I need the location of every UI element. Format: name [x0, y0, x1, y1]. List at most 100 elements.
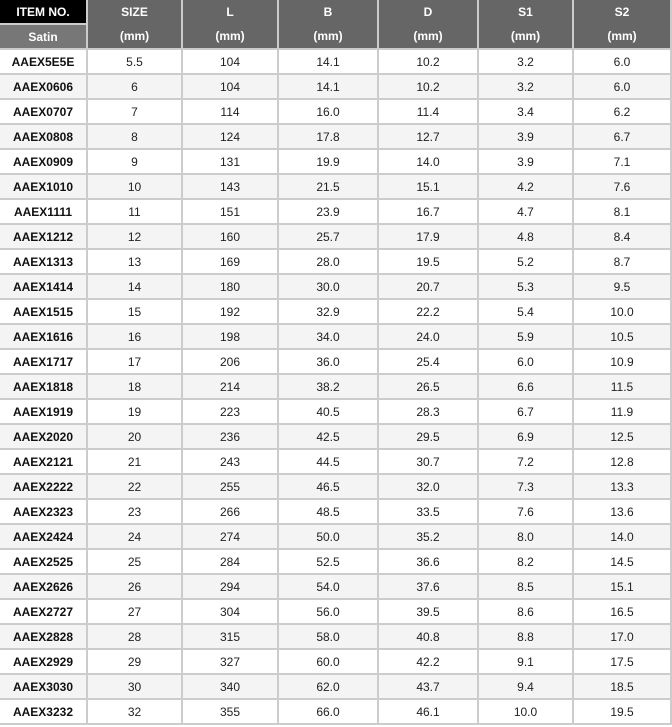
column-header-s2: S2 (mm) — [574, 0, 672, 50]
value-cell: 14.5 — [574, 550, 672, 575]
table-row: AAEX2626 26 294 54.0 37.6 8.5 15.1 — [0, 575, 672, 600]
table-row: AAEX1616 16 198 34.0 24.0 5.9 10.5 — [0, 325, 672, 350]
value-cell: 284 — [183, 550, 279, 575]
column-name: L — [226, 5, 234, 19]
value-cell: 12.7 — [379, 125, 479, 150]
value-cell: 104 — [183, 75, 279, 100]
value-cell: 266 — [183, 500, 279, 525]
value-cell: 15.1 — [379, 175, 479, 200]
value-cell: 17.9 — [379, 225, 479, 250]
table-row: AAEX1111 11 151 23.9 16.7 4.7 8.1 — [0, 200, 672, 225]
item-code-cell: AAEX0808 — [0, 125, 88, 150]
table-row: AAEX3030 30 340 62.0 43.7 9.4 18.5 — [0, 675, 672, 700]
item-code-cell: AAEX1616 — [0, 325, 88, 350]
value-cell: 192 — [183, 300, 279, 325]
value-cell: 25.4 — [379, 350, 479, 375]
value-cell: 6.9 — [479, 425, 574, 450]
value-cell: 30.0 — [279, 275, 379, 300]
value-cell: 11.9 — [574, 400, 672, 425]
value-cell: 5.5 — [88, 50, 183, 75]
column-unit: (mm) — [413, 29, 443, 43]
value-cell: 36.0 — [279, 350, 379, 375]
column-unit: (mm) — [313, 29, 343, 43]
column-name: B — [323, 5, 333, 19]
value-cell: 6 — [88, 75, 183, 100]
value-cell: 18 — [88, 375, 183, 400]
value-cell: 32.9 — [279, 300, 379, 325]
value-cell: 24.0 — [379, 325, 479, 350]
value-cell: 7.2 — [479, 450, 574, 475]
item-code-cell: AAEX1919 — [0, 400, 88, 425]
value-cell: 10 — [88, 175, 183, 200]
value-cell: 33.5 — [379, 500, 479, 525]
value-cell: 327 — [183, 650, 279, 675]
table-row: AAEX1313 13 169 28.0 19.5 5.2 8.7 — [0, 250, 672, 275]
value-cell: 3.9 — [479, 150, 574, 175]
value-cell: 48.5 — [279, 500, 379, 525]
item-code-cell: AAEX1212 — [0, 225, 88, 250]
value-cell: 20 — [88, 425, 183, 450]
table-row: AAEX2323 23 266 48.5 33.5 7.6 13.6 — [0, 500, 672, 525]
value-cell: 315 — [183, 625, 279, 650]
value-cell: 198 — [183, 325, 279, 350]
value-cell: 21.5 — [279, 175, 379, 200]
item-code-cell: AAEX2828 — [0, 625, 88, 650]
table-row: AAEX2121 21 243 44.5 30.7 7.2 12.8 — [0, 450, 672, 475]
item-code-cell: AAEX1313 — [0, 250, 88, 275]
value-cell: 14 — [88, 275, 183, 300]
value-cell: 8.1 — [574, 200, 672, 225]
column-header-l: L (mm) — [183, 0, 279, 50]
item-code-cell: AAEX0606 — [0, 75, 88, 100]
value-cell: 44.5 — [279, 450, 379, 475]
value-cell: 26 — [88, 575, 183, 600]
value-cell: 143 — [183, 175, 279, 200]
value-cell: 151 — [183, 200, 279, 225]
value-cell: 7.6 — [479, 500, 574, 525]
value-cell: 28 — [88, 625, 183, 650]
table-row: AAEX0808 8 124 17.8 12.7 3.9 6.7 — [0, 125, 672, 150]
value-cell: 14.0 — [379, 150, 479, 175]
value-cell: 340 — [183, 675, 279, 700]
value-cell: 19.9 — [279, 150, 379, 175]
value-cell: 13.6 — [574, 500, 672, 525]
value-cell: 236 — [183, 425, 279, 450]
value-cell: 21 — [88, 450, 183, 475]
value-cell: 114 — [183, 100, 279, 125]
value-cell: 6.2 — [574, 100, 672, 125]
value-cell: 26.5 — [379, 375, 479, 400]
value-cell: 20.7 — [379, 275, 479, 300]
item-code-cell: AAEX2525 — [0, 550, 88, 575]
item-code-cell: AAEX1111 — [0, 200, 88, 225]
value-cell: 29 — [88, 650, 183, 675]
value-cell: 18.5 — [574, 675, 672, 700]
value-cell: 8.2 — [479, 550, 574, 575]
value-cell: 14.1 — [279, 75, 379, 100]
value-cell: 5.9 — [479, 325, 574, 350]
table-row: AAEX0707 7 114 16.0 11.4 3.4 6.2 — [0, 100, 672, 125]
table-row: AAEX0606 6 104 14.1 10.2 3.2 6.0 — [0, 75, 672, 100]
item-code-cell: AAEX0909 — [0, 150, 88, 175]
value-cell: 28.0 — [279, 250, 379, 275]
table-row: AAEX1818 18 214 38.2 26.5 6.6 11.5 — [0, 375, 672, 400]
value-cell: 3.9 — [479, 125, 574, 150]
item-code-cell: AAEX2020 — [0, 425, 88, 450]
value-cell: 255 — [183, 475, 279, 500]
value-cell: 355 — [183, 700, 279, 725]
value-cell: 17.0 — [574, 625, 672, 650]
item-code-cell: AAEX0707 — [0, 100, 88, 125]
value-cell: 9.5 — [574, 275, 672, 300]
value-cell: 24 — [88, 525, 183, 550]
value-cell: 13 — [88, 250, 183, 275]
value-cell: 66.0 — [279, 700, 379, 725]
value-cell: 10.2 — [379, 75, 479, 100]
value-cell: 50.0 — [279, 525, 379, 550]
value-cell: 12.5 — [574, 425, 672, 450]
column-unit: (mm) — [119, 29, 150, 43]
table-row: AAEX2828 28 315 58.0 40.8 8.8 17.0 — [0, 625, 672, 650]
value-cell: 243 — [183, 450, 279, 475]
value-cell: 42.5 — [279, 425, 379, 450]
table-row: AAEX2525 25 284 52.5 36.6 8.2 14.5 — [0, 550, 672, 575]
value-cell: 35.2 — [379, 525, 479, 550]
value-cell: 8.4 — [574, 225, 672, 250]
value-cell: 5.4 — [479, 300, 574, 325]
